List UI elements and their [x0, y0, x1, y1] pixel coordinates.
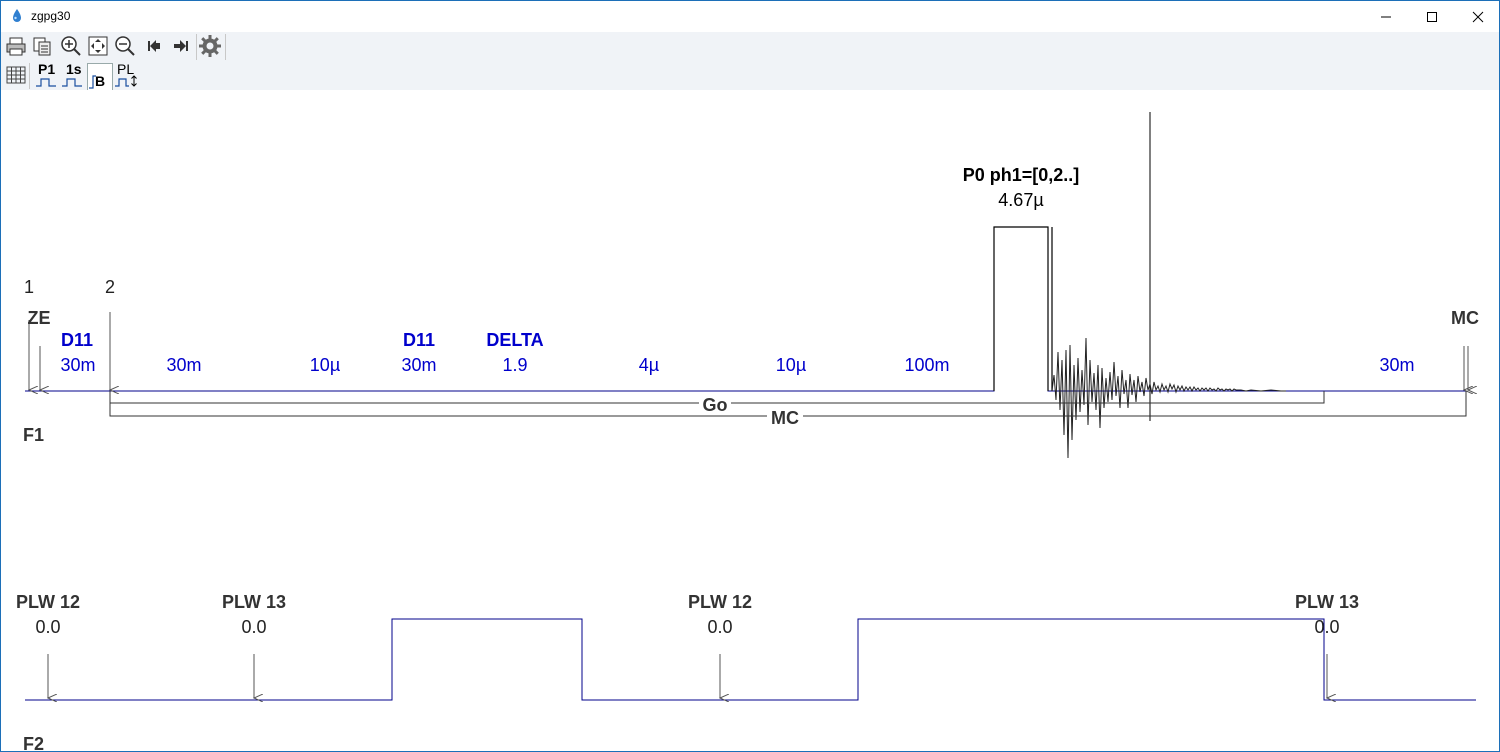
p1-pulse-icon: P1: [36, 61, 56, 87]
settings-button[interactable]: [198, 34, 222, 58]
delay-duration-9[interactable]: 30m: [1379, 355, 1414, 375]
plw12-a-value[interactable]: 0.0: [35, 617, 60, 637]
loop-go-label: Go: [703, 395, 728, 415]
fid-signal: [1051, 337, 1286, 459]
plw12-b-name[interactable]: PLW 12: [688, 592, 752, 612]
pulse-name-label[interactable]: P0 ph1=[0,2..]: [963, 165, 1080, 185]
1s-label: 1s: [66, 61, 82, 77]
window-title: zgpg30: [31, 9, 71, 23]
loop-mc-label: MC: [771, 408, 799, 428]
zoom-out-button[interactable]: [113, 34, 137, 58]
settings-icon: [199, 35, 221, 57]
zoom-in-icon: [61, 36, 81, 56]
delay-duration-2[interactable]: 30m: [166, 355, 201, 375]
pulse-length-label[interactable]: 4.67µ: [998, 190, 1043, 210]
plw13-a-name[interactable]: PLW 13: [222, 592, 286, 612]
f1-baseline: [25, 226, 1466, 392]
plw13-b-name[interactable]: PLW 13: [1295, 592, 1359, 612]
1s-toggle-button[interactable]: 1s: [60, 61, 86, 89]
channel-f2-label: F2: [23, 734, 44, 751]
marker-2-label: 2: [105, 277, 115, 297]
next-icon: [174, 40, 188, 52]
mc-label-bg: [767, 409, 803, 425]
delay-duration-1[interactable]: 30m: [60, 355, 95, 375]
maximize-button[interactable]: [1409, 1, 1455, 32]
delay-duration-5[interactable]: 1.9: [502, 355, 527, 375]
copy-button[interactable]: [30, 34, 54, 58]
grid-button[interactable]: [4, 63, 28, 87]
plw13-a-value[interactable]: 0.0: [241, 617, 266, 637]
close-button[interactable]: [1455, 1, 1499, 32]
first-icon: [148, 40, 160, 52]
fit-button[interactable]: [86, 34, 110, 58]
zoom-in-button[interactable]: [59, 34, 83, 58]
go-label-bg: [699, 396, 731, 412]
delay-name-delta[interactable]: DELTA: [486, 330, 543, 350]
copy-icon: [33, 37, 51, 56]
delay-name-d11-a[interactable]: D11: [61, 330, 93, 350]
app-icon: [13, 9, 21, 22]
toolbar-separator: [29, 63, 30, 89]
b-pulse-icon: B: [89, 73, 105, 89]
toolbar-separator: [225, 34, 226, 60]
pulse-diagram: Go MC 1 2 ZE MC D11 D11 DELTA 30m 30m 10…: [16, 112, 1479, 751]
minimize-button[interactable]: [1363, 1, 1409, 32]
plw13-b-value[interactable]: 0.0: [1314, 617, 1339, 637]
next-button[interactable]: [169, 34, 193, 58]
1s-pulse-icon: 1s: [62, 61, 82, 87]
title-bar: zgpg30: [1, 1, 1499, 32]
pulse-program-canvas[interactable]: Go MC 1 2 ZE MC D11 D11 DELTA 30m 30m 10…: [1, 90, 1499, 751]
delay-duration-4[interactable]: 30m: [401, 355, 436, 375]
mc-top-label: MC: [1451, 308, 1479, 328]
b-toggle-button[interactable]: B: [87, 63, 113, 91]
ze-label: ZE: [27, 308, 50, 328]
plw12-a-name[interactable]: PLW 12: [16, 592, 80, 612]
print-icon: [6, 37, 26, 56]
b-label: B: [95, 73, 105, 89]
print-button[interactable]: [4, 34, 28, 58]
close-icon: [1472, 11, 1484, 22]
delay-name-d11-b[interactable]: D11: [403, 330, 435, 350]
delay-duration-6[interactable]: 4µ: [639, 355, 659, 375]
toolbar: P1 1s B PL: [1, 32, 1499, 91]
fit-icon: [88, 36, 108, 56]
plw12-b-value[interactable]: 0.0: [707, 617, 732, 637]
f1-pulse-p0[interactable]: [993, 226, 1049, 391]
marker-1-label: 1: [24, 277, 34, 297]
p1-toggle-button[interactable]: P1: [34, 61, 60, 89]
pl-label: PL: [117, 61, 134, 77]
zoom-out-icon: [115, 36, 135, 56]
channel-f1-label: F1: [23, 425, 44, 445]
pl-toggle-button[interactable]: PL: [114, 61, 140, 89]
toolbar-separator: [196, 34, 197, 60]
grid-icon: [6, 66, 26, 84]
delay-duration-8[interactable]: 100m: [904, 355, 949, 375]
minimize-icon: [1381, 16, 1391, 17]
maximize-icon: [1427, 11, 1437, 22]
delay-duration-3[interactable]: 10µ: [310, 355, 340, 375]
pl-pulse-icon: PL: [115, 61, 137, 87]
first-button[interactable]: [142, 34, 166, 58]
p1-label: P1: [38, 61, 55, 77]
delay-duration-7[interactable]: 10µ: [776, 355, 806, 375]
